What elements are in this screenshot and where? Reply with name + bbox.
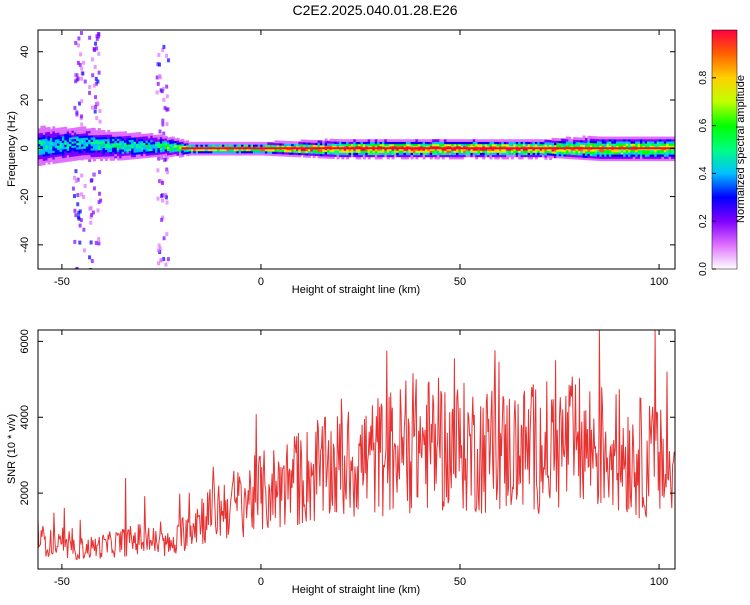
colorbar-tick-label: 0.6 (698, 118, 709, 132)
snr-xtick-label: -50 (54, 576, 70, 588)
snr-panel: -50 0 50 100 2000 4000 6000 Height of straight… (6, 329, 676, 596)
snr-frame (37, 329, 676, 570)
snr-xtick-label: 100 (650, 576, 668, 588)
spectrogram-xtick-label: 0 (258, 276, 264, 288)
spectrogram-ytick-label: 0 (19, 145, 31, 151)
spectrogram-band (38, 125, 675, 166)
spectrogram-streak (155, 44, 170, 267)
spectrogram-ytick-label: -20 (19, 189, 31, 205)
spectrogram-ytick-label: -40 (19, 237, 31, 253)
spectrogram-xtick-label: 100 (650, 276, 668, 288)
colorbar-tick-label: 0.0 (698, 262, 709, 276)
spectrogram-ticks: -50 0 50 100 -40 -20 0 20 40 (19, 30, 675, 288)
snr-ytick-label: 6000 (19, 329, 31, 353)
spectrogram-xtick-label: 50 (454, 276, 466, 288)
snr-xlabel: Height of straight line (km) (292, 584, 420, 596)
snr-series-line (38, 330, 675, 561)
snr-line-layer (38, 330, 675, 561)
spectrogram-frame (37, 29, 676, 270)
snr-ytick-label: 4000 (19, 405, 31, 429)
figure-title: C2E2.2025.040.01.28.E26 (292, 2, 457, 18)
snr-xtick-label: 0 (258, 576, 264, 588)
snr-ylabel: SNR (10 * v/v) (6, 414, 18, 484)
colorbar-tick-label: 0.2 (698, 214, 709, 228)
colorbar-bar (711, 29, 738, 270)
colorbar-label: Normalized spectral amplitude (735, 75, 747, 223)
colorbar-tick-label: 0.4 (698, 166, 709, 180)
spectrogram-xtick-label: -50 (54, 276, 70, 288)
spectrogram-ytick-label: 20 (19, 94, 31, 106)
spectrogram-streak (88, 32, 103, 269)
spectrogram-ylabel: Frequency (Hz) (6, 111, 18, 187)
spectrogram-ytick-label: 40 (19, 46, 31, 58)
snr-xtick-label: 50 (454, 576, 466, 588)
colorbar-ticks: 0.0 0.2 0.4 0.6 0.8 (698, 70, 716, 276)
spectrogram-heatmap (38, 30, 675, 269)
spectrogram-panel: -50 0 50 100 -40 -20 0 20 40 Height of straight … (6, 29, 676, 296)
colorbar-tick-label: 0.8 (698, 70, 709, 84)
snr-ticks: -50 0 50 100 2000 4000 6000 (19, 329, 675, 588)
spectrogram-xlabel: Height of straight line (km) (292, 284, 420, 296)
colorbar: 0.0 0.2 0.4 0.6 0.8 Normalized spectral ampl… (698, 29, 747, 276)
snr-ytick-label: 2000 (19, 481, 31, 505)
